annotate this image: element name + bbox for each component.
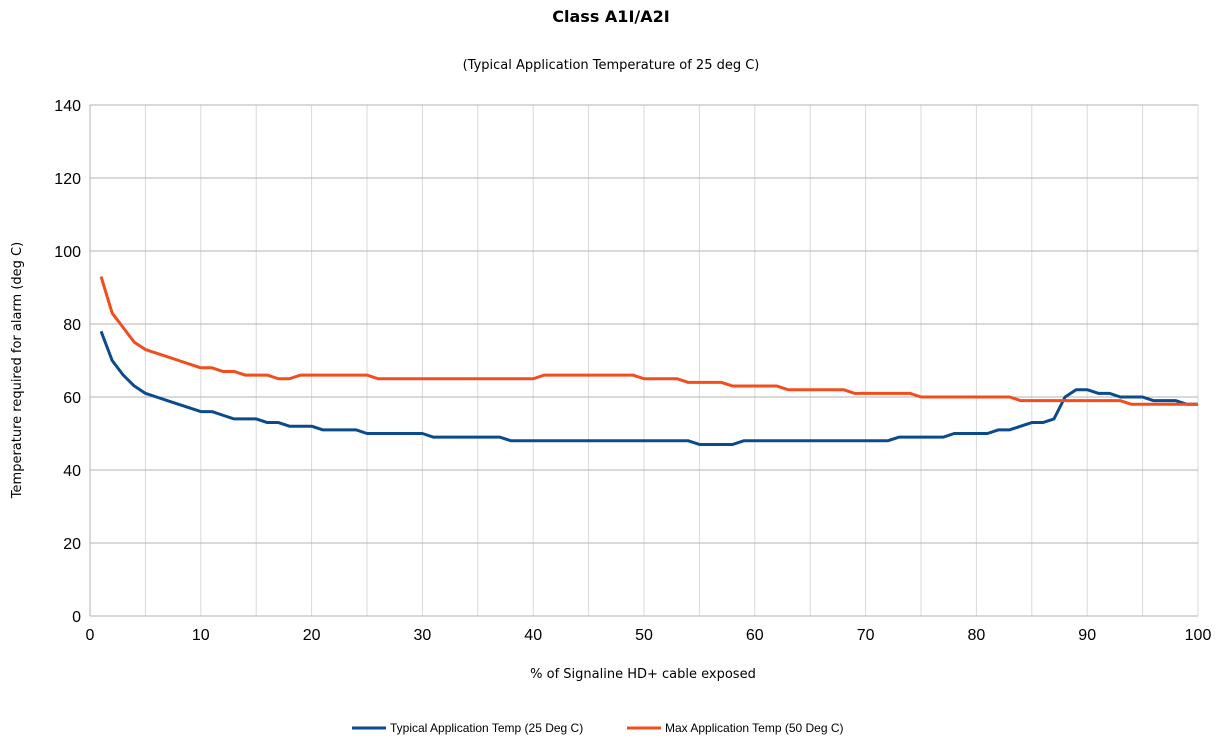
chart-subtitle: (Typical Application Temperature of 25 d… (463, 58, 760, 73)
y-tick-label: 20 (63, 536, 81, 553)
y-tick-label: 40 (63, 463, 81, 480)
y-tick-label: 80 (63, 317, 81, 334)
series-line-2 (99, 276, 1198, 406)
legend-label: Max Application Temp (50 Deg C) (665, 721, 844, 735)
x-tick-label: 20 (303, 627, 321, 644)
legend: Typical Application Temp (25 Deg C) Max A… (352, 721, 844, 735)
series-line-1 (99, 330, 1198, 446)
y-tick-label: 0 (72, 609, 81, 626)
x-tick-label: 0 (86, 627, 95, 644)
x-tick-label: 30 (414, 627, 432, 644)
x-tick-label: 50 (635, 627, 653, 644)
x-tick-label: 60 (746, 627, 764, 644)
x-tick-label: 80 (968, 627, 986, 644)
legend-label: Typical Application Temp (25 Deg C) (390, 721, 583, 735)
x-tick-label: 70 (857, 627, 875, 644)
y-tick-label: 120 (54, 171, 81, 188)
y-axis-label: Temperature required for alarm (deg C) (10, 242, 25, 499)
x-axis-label: % of Signaline HD+ cable exposed (530, 667, 756, 682)
x-tick-label: 40 (524, 627, 542, 644)
plot-area: 0 10 20 30 40 50 60 70 80 90 100 0 20 40 60 80 100 120 140 (54, 98, 1211, 644)
x-tick-label: 10 (192, 627, 210, 644)
x-tick-label: 90 (1078, 627, 1096, 644)
y-tick-label: 140 (54, 98, 81, 115)
chart-title: Class A1I/A2I (552, 7, 669, 26)
x-tick-label: 100 (1185, 627, 1212, 644)
y-tick-label: 100 (54, 244, 81, 261)
y-tick-label: 60 (63, 390, 81, 407)
